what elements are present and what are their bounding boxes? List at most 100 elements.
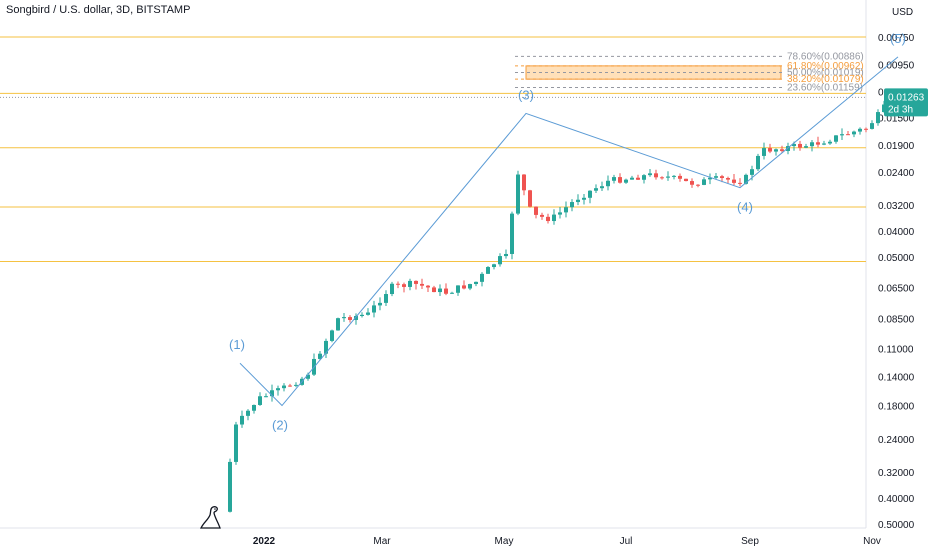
candle-body — [348, 317, 352, 320]
candle-body — [696, 184, 700, 186]
candle-body — [366, 312, 370, 315]
candle-body — [336, 318, 340, 331]
candle-body — [492, 264, 496, 268]
candle-body — [384, 294, 388, 303]
fib-level-label: 78.60%(0.00886) — [787, 51, 864, 62]
candle-body — [432, 287, 436, 293]
candle-body — [228, 461, 232, 512]
wave-label: (2) — [272, 418, 288, 433]
candle-body — [528, 190, 532, 207]
wave-label: (4) — [737, 200, 753, 215]
candle-body — [654, 173, 658, 178]
price-tick-label: 0.00950 — [878, 60, 915, 71]
candle-body — [738, 182, 742, 184]
candle-body — [510, 213, 514, 254]
candle-body — [294, 384, 298, 386]
candle-body — [240, 415, 244, 425]
candle-body — [306, 374, 310, 379]
price-tick-label: 0.04000 — [878, 227, 915, 238]
price-tick-label: 0.01500 — [878, 113, 915, 124]
candle-body — [792, 143, 796, 147]
candle-body — [498, 256, 502, 265]
time-tick-label: Nov — [863, 536, 881, 547]
candle-body — [684, 178, 688, 182]
candle-body — [288, 385, 292, 387]
last-price-value: 0.01263 — [888, 92, 925, 103]
price-tick-label: 0.18000 — [878, 402, 915, 413]
candle-body — [732, 179, 736, 183]
price-tick-label: 0.50000 — [878, 520, 915, 531]
wave-label: (1) — [229, 337, 245, 352]
candle-body — [678, 175, 682, 179]
candle-body — [372, 305, 376, 313]
candle-body — [756, 155, 760, 170]
candle-body — [396, 283, 400, 285]
candle-body — [774, 149, 778, 152]
candle-body — [462, 285, 466, 289]
candle-body — [810, 142, 814, 147]
candle-body — [552, 214, 556, 222]
candle-body — [318, 353, 322, 359]
candle-body — [750, 169, 754, 175]
wave-label: (5) — [890, 31, 906, 46]
candle-body — [816, 142, 820, 145]
candle-body — [504, 253, 508, 257]
candle-body — [534, 206, 538, 215]
candle-body — [714, 176, 718, 178]
price-tick-label: 0.03200 — [878, 201, 915, 212]
candle-body — [420, 283, 424, 286]
time-tick-label: Jul — [620, 536, 633, 547]
candle-body — [606, 180, 610, 187]
candle-body — [642, 175, 646, 180]
candle-body — [762, 148, 766, 156]
candle-body — [822, 143, 826, 145]
candle-body — [876, 112, 880, 124]
candle-body — [576, 199, 580, 203]
candle-body — [408, 280, 412, 287]
candle-body — [324, 340, 328, 354]
last-price-tag — [884, 88, 928, 117]
candle-body — [486, 267, 490, 274]
candle-body — [330, 330, 334, 341]
candle-body — [540, 214, 544, 217]
candle-body — [846, 134, 850, 136]
price-tick-label: 0.40000 — [878, 494, 915, 505]
candle-body — [834, 135, 838, 142]
candle-body — [870, 123, 874, 129]
candle-body — [588, 190, 592, 198]
candle-body — [594, 188, 598, 191]
candle-body — [378, 302, 382, 306]
candle-body — [600, 186, 604, 189]
price-tick-label: 0.14000 — [878, 372, 915, 383]
fib-level-label: 61.80%(0.00962) — [787, 61, 864, 72]
candle-body — [828, 141, 832, 144]
candle-body — [582, 197, 586, 200]
price-tick-label: 0.32000 — [878, 468, 915, 479]
time-tick-label: Mar — [373, 536, 391, 547]
candle-body — [522, 174, 526, 191]
candle-body — [744, 174, 748, 184]
candle-body — [270, 390, 274, 397]
fib-level-label: 38.20%(0.01079) — [787, 74, 864, 85]
price-tick-label: 0.05000 — [878, 253, 915, 264]
candle-body — [858, 128, 862, 132]
candle-body — [276, 388, 280, 391]
candle-body — [258, 396, 262, 405]
candle-body — [618, 177, 622, 183]
candle-body — [690, 181, 694, 185]
candle-body — [804, 146, 808, 148]
candle-body — [636, 177, 640, 180]
candle-body — [726, 178, 730, 180]
price-tick-label: 0.02400 — [878, 168, 915, 179]
candle-body — [708, 177, 712, 180]
elliott-wave-line — [239, 56, 899, 407]
price-tick-label: 0.06500 — [878, 283, 915, 294]
candle-body — [612, 177, 616, 181]
candle-body — [252, 404, 256, 411]
candle-body — [624, 179, 628, 183]
price-tick-label: 0.11000 — [878, 344, 914, 355]
currency-label: USD — [892, 7, 913, 18]
candle-body — [282, 385, 286, 389]
